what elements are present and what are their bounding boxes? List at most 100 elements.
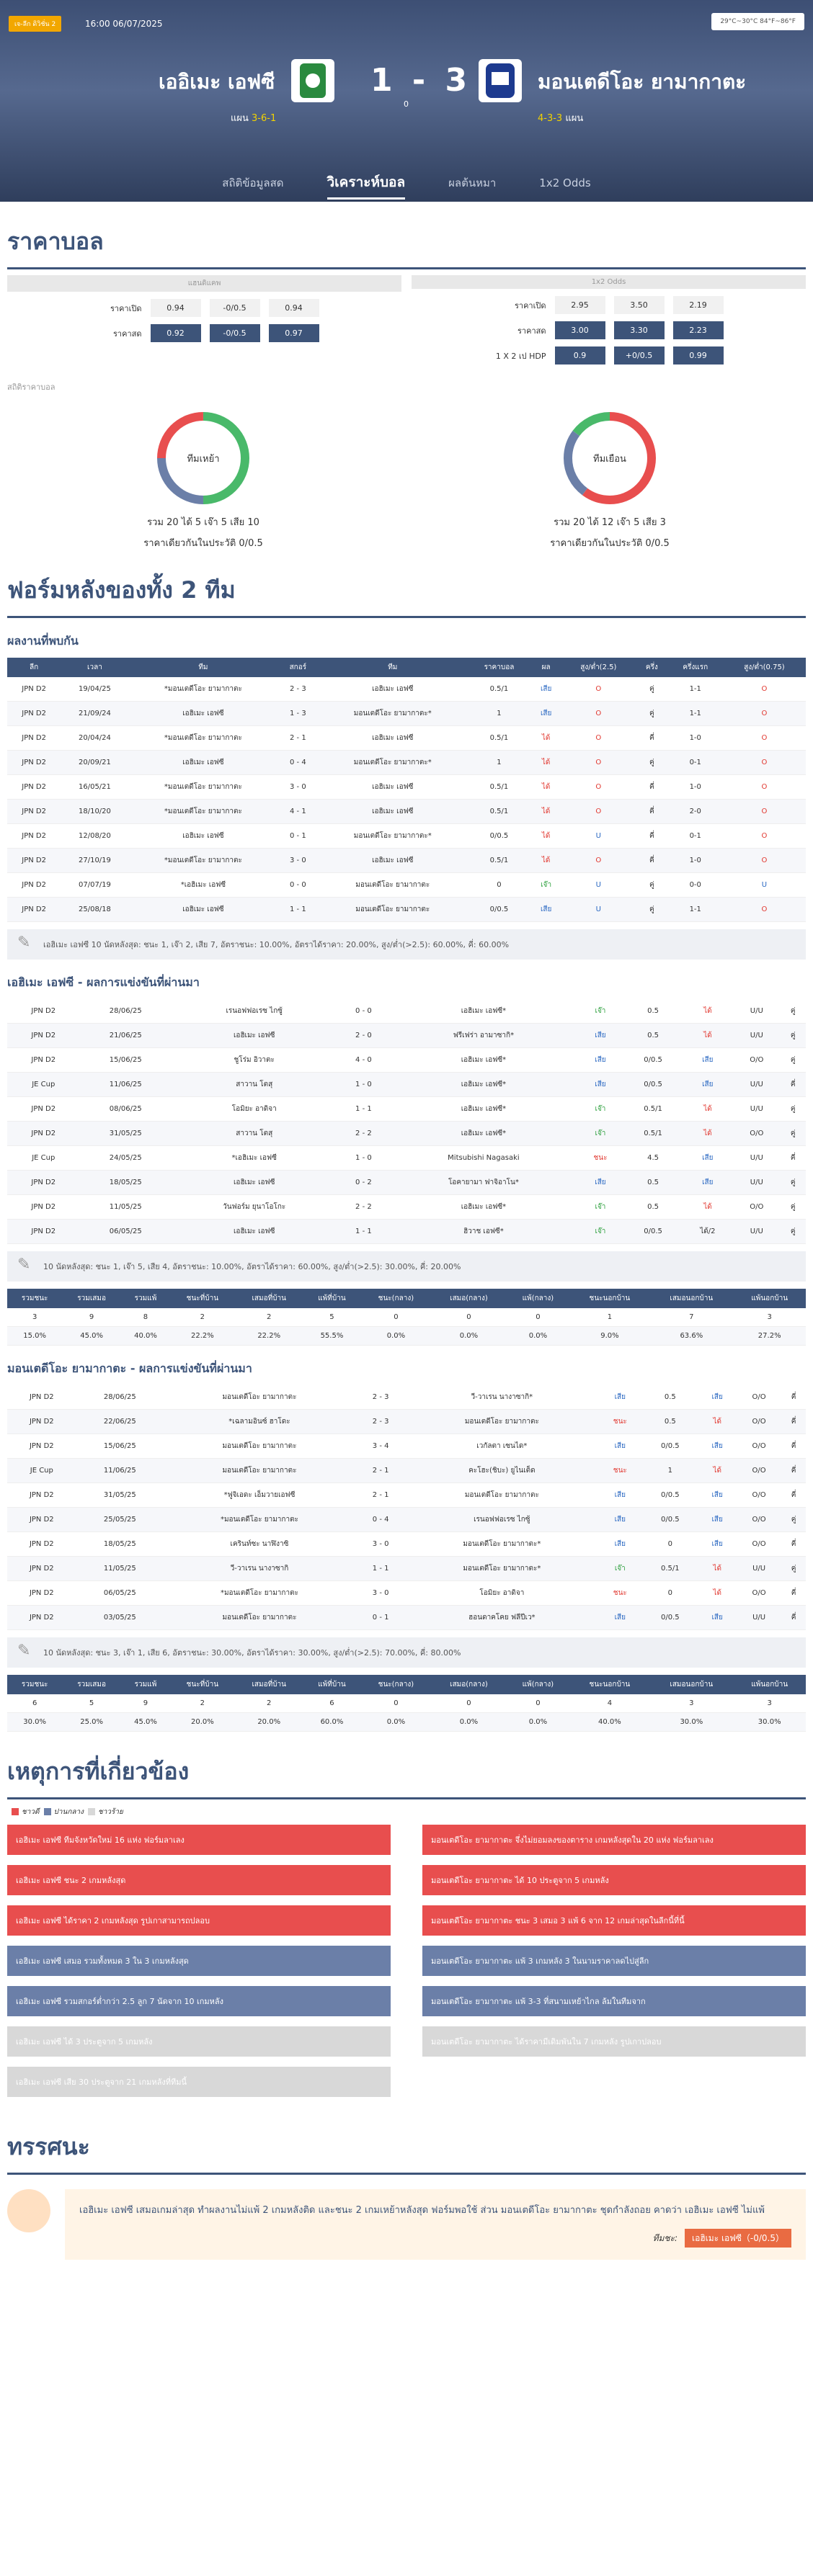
table-row[interactable]: JPN D2 12/08/20 เอฮิเมะ เอฟซี 0 - 1 มอนเตดีโ…: [7, 823, 806, 849]
odds-cell[interactable]: 0.99: [672, 346, 724, 365]
tab-1x2-odds[interactable]: 1x2 Odds: [539, 176, 591, 189]
table-cell: วี-วาเรน นางาซากิ*: [406, 1385, 598, 1410]
home-team-name[interactable]: เออิเมะ เอฟซี: [159, 70, 275, 94]
table-row[interactable]: JPN D2 15/06/25 มอนเตดีโอะ ยามากาตะ 3 - 4 เว…: [7, 1434, 806, 1459]
odds-cell[interactable]: 2.19: [672, 296, 724, 314]
odds-cell[interactable]: 3.50: [613, 296, 665, 314]
table-row[interactable]: JPN D2 22/06/25 *เฉลามอินซ์ ฮาโดะ 2 - 3 มอนเ…: [7, 1409, 806, 1434]
table-cell: ได้: [682, 999, 734, 1024]
table-cell: เรนอฟฟอเรซ ไกซู้: [172, 999, 337, 1024]
table-cell: O/O: [737, 1434, 782, 1459]
table-row[interactable]: JPN D2 08/06/25 โอมิยะ อาดิจา 1 - 1 เอฮิเมะ …: [7, 1096, 806, 1122]
table-row[interactable]: 15.0% 45.0% 40.0% 22.2% 22.2% 55.5% 0.0% 0.0% 0.…: [7, 1326, 806, 1346]
table-cell: 0.5/1: [467, 774, 531, 800]
home-donut-summary: รวม 20 ได้ 5 เจ๊า 5 เสีย 10: [147, 517, 259, 528]
league-badge[interactable]: เจ-ลีก ดิวิชั่น 2: [9, 16, 62, 32]
table-cell: มอนเตดีโอะ ยามากาตะ*: [406, 1556, 598, 1581]
event-item: มอนเตดีโอะ ยามากาตะ แพ้ 3-3 ที่สนามเหย้า…: [422, 1986, 806, 2016]
table-row[interactable]: JPN D2 21/06/25 เอฮิเมะ เอฟซี 2 - 0 ฟรีเฟร่า…: [7, 1023, 806, 1048]
table-cell: คี่: [636, 848, 668, 873]
table-row[interactable]: JPN D2 31/05/25 สาวาน โตสุ 2 - 2 เอฮิเมะ เอฟ…: [7, 1121, 806, 1146]
odds-cell[interactable]: 3.00: [554, 321, 605, 339]
table-row[interactable]: JPN D2 25/08/18 เอฮิเมะ เอฟซี 1 - 1 มอนเตดีโ…: [7, 897, 806, 922]
column-header: เสมอ(กลาง): [431, 1675, 507, 1694]
pick-badge[interactable]: เอฮิเมะ เอฟซี（-0/0.5）: [685, 2228, 791, 2248]
table-row[interactable]: JPN D2 18/05/25 เอฮิเมะ เอฟซี 0 - 2 โอคายามา…: [7, 1170, 806, 1195]
table-row[interactable]: JE Cup 11/06/25 สาวาน โตสุ 1 - 0 เอฮิเมะ เอฟ…: [7, 1072, 806, 1097]
table-cell: JPN D2: [7, 750, 61, 775]
event-item: มอนเตดีโอะ ยามากาตะ จึ่งไม่ยอมลงของตาราง…: [422, 1825, 806, 1855]
odds-cell[interactable]: 0.94: [150, 299, 201, 317]
table-cell: JPN D2: [7, 1531, 76, 1557]
tab-analysis[interactable]: วิเคราะห์บอล: [326, 167, 406, 200]
table-cell: O: [561, 750, 636, 775]
odds-cell[interactable]: -0/0.5: [209, 324, 260, 342]
table-row[interactable]: JPN D2 20/09/21 เอฮิเมะ เอฟซี 0 - 4 มอนเตดีโ…: [7, 750, 806, 775]
table-cell: O: [561, 677, 636, 702]
odds-cell[interactable]: -0/0.5: [209, 299, 260, 317]
table-cell: 16/05/21: [61, 774, 129, 800]
avatar: [7, 2189, 50, 2232]
close-label: ราคาสด: [517, 326, 546, 336]
tab-odds-history[interactable]: ผลต้นหมา: [448, 176, 497, 189]
table-row[interactable]: 30.0% 25.0% 45.0% 20.0% 20.0% 60.0% 0.0% 0.0% 0.…: [7, 1712, 806, 1732]
column-header: สูง/ต่ำ(0.75): [722, 658, 806, 677]
column-header: ชนะนอกบ้าน: [569, 1675, 650, 1694]
table-row[interactable]: JPN D2 11/05/25 วี-วาเรน นางาซากิ 1 - 1 มอนเ…: [7, 1556, 806, 1581]
table-cell: 0: [360, 1694, 432, 1713]
table-row[interactable]: JPN D2 21/09/24 เอฮิเมะ เอฟซี 1 - 3 มอนเตดีโ…: [7, 701, 806, 726]
table-row[interactable]: JPN D2 18/05/25 เครินท์ซะ นาฬิงาซิ 3 - 0 มอน…: [7, 1531, 806, 1557]
table-row[interactable]: JPN D2 07/07/19 *เอฮิเมะ เอฟซี 0 - 0 มอนเตดี…: [7, 872, 806, 898]
table-row[interactable]: JPN D2 11/05/25 วันฟอร์ม ยุนาโอโกะ 2 - 2 เอฮ…: [7, 1194, 806, 1220]
table-cell: JPN D2: [7, 1434, 76, 1459]
table-cell: คู่: [780, 1219, 806, 1244]
odds-cell[interactable]: +0/0.5: [613, 346, 665, 365]
table-cell: คี่: [781, 1434, 806, 1459]
table-cell: O: [561, 799, 636, 824]
table-row[interactable]: JPN D2 31/05/25 *ฟูจิเอดะ เอ็มวายเอฟซี 2 - …: [7, 1482, 806, 1508]
column-header: ชนะนอกบ้าน: [569, 1289, 650, 1308]
odds-cell[interactable]: 0.92: [150, 324, 201, 342]
table-cell: เอฮิเมะ เอฟซี: [128, 897, 278, 922]
odds-cell[interactable]: 2.23: [672, 321, 724, 339]
table-cell: คี่: [781, 1531, 806, 1557]
event-item: เอฮิเมะ เอฟซี เสมอ รวมทั้งหมด 3 ใน 3 เกม…: [7, 1946, 391, 1976]
table-cell: 1 - 1: [337, 1096, 391, 1122]
table-row[interactable]: JPN D2 06/05/25 เอฮิเมะ เอฟซี 1 - 1 ฮิวาช เอ…: [7, 1219, 806, 1244]
table-cell: 0: [431, 1694, 507, 1713]
table-cell: เอฮิเมะ เอฟซี: [318, 774, 468, 800]
table-cell: เสีย: [682, 1170, 734, 1195]
table-cell: 9: [62, 1308, 121, 1327]
table-row[interactable]: JPN D2 28/06/25 มอนเตดีโอะ ยามากาตะ 2 - 3 วี…: [7, 1385, 806, 1410]
table-row[interactable]: JPN D2 28/06/25 เรนอฟฟอเรซ ไกซู้ 0 - 0 เอฮิเ…: [7, 999, 806, 1024]
table-row[interactable]: JPN D2 03/05/25 มอนเตดีโอะ ยามากาตะ 0 - 1 ฮอ…: [7, 1605, 806, 1630]
table-cell: 55.5%: [303, 1326, 361, 1346]
table-cell: 15/06/25: [76, 1434, 164, 1459]
odds-cell[interactable]: 0.9: [554, 346, 605, 365]
table-row[interactable]: JPN D2 15/06/25 ชูโร่ม อิวาตะ 4 - 0 เอฮิเมะ …: [7, 1047, 806, 1073]
odds-cell[interactable]: 3.30: [613, 321, 665, 339]
tab-live-stats[interactable]: สถิติข้อมูลสด: [222, 176, 284, 189]
odds-cell[interactable]: 2.95: [554, 296, 605, 314]
table-row[interactable]: JE Cup 11/06/25 มอนเตดีโอะ ยามากาตะ 2 - 1 คะ…: [7, 1458, 806, 1483]
events-title: เหตุการที่เกี่ยวข้อง: [7, 1753, 806, 1799]
home-results-table: JPN D2 28/06/25 เรนอฟฟอเรซ ไกซู้ 0 - 0 เอฮิเ…: [7, 999, 806, 1244]
table-cell: ฮอนดาคโคย ฟลีปีเว*: [406, 1605, 598, 1630]
odds-cell[interactable]: 0.94: [268, 299, 319, 317]
away-team-name[interactable]: มอนเตดีโอะ ยามากาตะ: [538, 70, 747, 94]
odds-cell[interactable]: 0.97: [268, 324, 319, 342]
column-header: แพ้ที่บ้าน: [303, 1675, 361, 1694]
table-row[interactable]: JE Cup 24/05/25 *เอฮิเมะ เอฟซี 1 - 0 Mitsubi…: [7, 1145, 806, 1171]
match-datetime: 16:00 06/07/2025: [85, 19, 163, 29]
table-cell: เอฮิเมะ เอฟซี: [318, 848, 468, 873]
column-header: สูง/ต่ำ(2.5): [561, 658, 636, 677]
